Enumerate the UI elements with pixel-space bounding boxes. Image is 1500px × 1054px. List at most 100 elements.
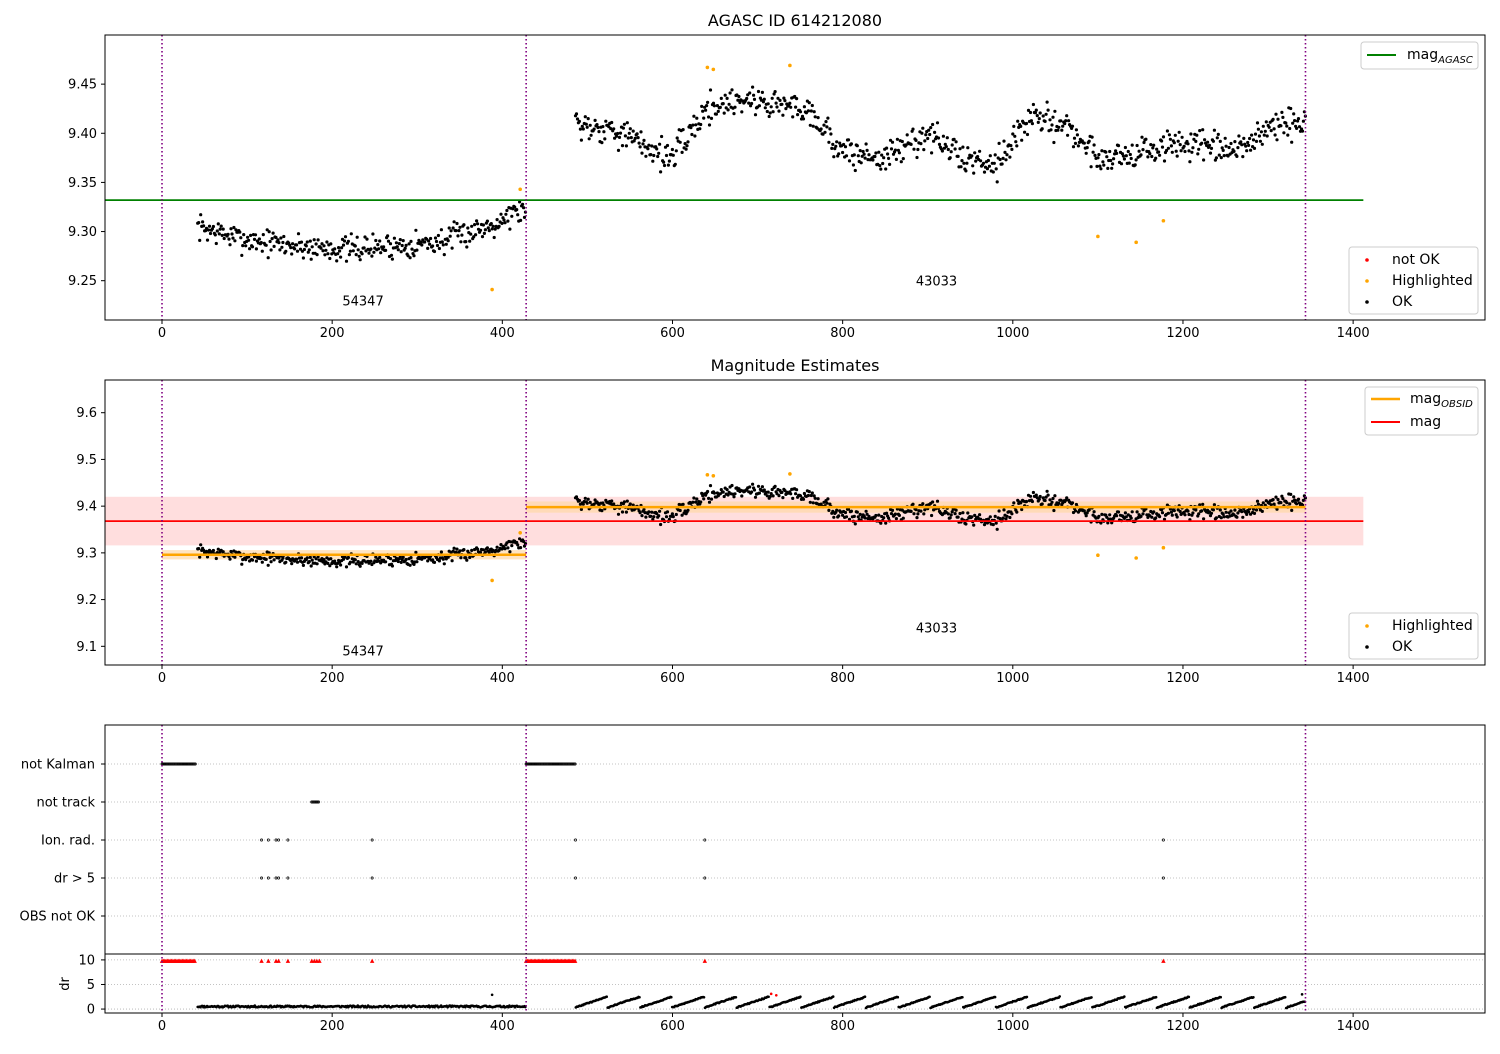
estimates-ok-point bbox=[692, 496, 696, 500]
agasc-ok-point bbox=[1114, 149, 1118, 153]
dr-saturated-marker bbox=[1161, 958, 1166, 963]
agasc-ok-point bbox=[976, 155, 980, 159]
agasc-ok-point bbox=[926, 136, 930, 141]
estimates-ok-point bbox=[879, 521, 883, 525]
agasc-ok-point bbox=[1263, 129, 1267, 133]
flags-xtick-label: 400 bbox=[490, 1019, 515, 1034]
agasc-ok-point bbox=[257, 237, 261, 241]
estimates-ok-point bbox=[228, 557, 232, 561]
agasc-ok-point bbox=[1215, 136, 1219, 140]
estimates-ok-point bbox=[1212, 503, 1216, 507]
estimates-ok-point bbox=[1279, 501, 1283, 505]
agasc-ok-point bbox=[371, 232, 375, 236]
agasc-ok-point bbox=[420, 243, 424, 247]
agasc-ok-point bbox=[958, 147, 962, 151]
agasc-ok-point bbox=[307, 248, 311, 252]
estimates-highlighted-point bbox=[518, 530, 522, 535]
estimates-ok-point bbox=[1028, 494, 1033, 498]
agasc-legend-highlighted: Highlighted bbox=[1392, 273, 1473, 289]
estimates-ok-point bbox=[1052, 508, 1056, 513]
flag-point bbox=[573, 762, 577, 766]
agasc-ok-point bbox=[452, 220, 456, 224]
estimates-ok-point bbox=[843, 510, 848, 515]
agasc-ok-point bbox=[706, 100, 710, 104]
estimates-ok-point bbox=[909, 509, 913, 513]
estimates-ok-point bbox=[1070, 501, 1075, 505]
agasc-ok-point bbox=[444, 242, 448, 246]
agasc-ok-point bbox=[1269, 129, 1273, 133]
agasc-ok-point bbox=[404, 243, 408, 247]
estimates-ok-point bbox=[1236, 511, 1240, 515]
agasc-ok-point bbox=[680, 150, 684, 154]
agasc-ok-point bbox=[574, 112, 579, 116]
estimates-legend-mag: mag bbox=[1410, 414, 1441, 430]
agasc-ok-point bbox=[692, 114, 696, 118]
agasc-ok-point bbox=[1135, 143, 1139, 148]
estimates-ok-point bbox=[1150, 515, 1154, 519]
agasc-ok-point bbox=[581, 127, 585, 131]
agasc-ok-point bbox=[806, 109, 811, 113]
agasc-ok-point bbox=[433, 236, 438, 240]
agasc-highlighted-point bbox=[1134, 240, 1138, 245]
estimates-ok-point bbox=[1130, 510, 1134, 514]
agasc-ok-point bbox=[931, 122, 935, 127]
agasc-ok-point bbox=[1262, 133, 1266, 137]
agasc-ok-point bbox=[518, 200, 522, 204]
agasc-ok-point bbox=[1273, 133, 1277, 137]
agasc-ok-point bbox=[837, 152, 841, 156]
agasc-ok-point bbox=[226, 232, 230, 236]
agasc-panel: AGASC ID 614212080 0 200 400 600 800 1000 1200… bbox=[68, 11, 1486, 341]
agasc-ok-point bbox=[1206, 140, 1210, 144]
agasc-ok-point bbox=[886, 152, 890, 156]
estimates-ok-point bbox=[640, 514, 644, 518]
agasc-legend-ok: OK bbox=[1392, 294, 1413, 310]
agasc-ok-point bbox=[621, 126, 626, 130]
dr-saturated-marker bbox=[702, 958, 708, 963]
agasc-ok-point bbox=[1161, 135, 1166, 139]
agasc-ok-point bbox=[365, 237, 369, 241]
estimates-ok-point bbox=[625, 499, 629, 503]
agasc-ok-point bbox=[953, 147, 957, 151]
estimates-ok-point bbox=[781, 496, 785, 500]
estimates-ok-point bbox=[708, 484, 713, 488]
estimates-ok-point bbox=[901, 516, 905, 520]
agasc-ok-point bbox=[249, 233, 253, 237]
agasc-ok-point bbox=[460, 233, 464, 237]
agasc-ok-point bbox=[616, 148, 621, 152]
agasc-ok-point bbox=[617, 135, 622, 139]
agasc-ok-point bbox=[1101, 160, 1105, 164]
agasc-ok-point bbox=[229, 227, 233, 231]
agasc-ok-point bbox=[1066, 133, 1070, 137]
estimates-ok-point bbox=[470, 548, 474, 553]
agasc-ok-point bbox=[457, 229, 461, 233]
estimates-ok-point bbox=[847, 517, 852, 521]
estimates-ok-point bbox=[290, 562, 294, 566]
estimates-ok-point bbox=[1296, 497, 1301, 501]
agasc-ok-point bbox=[1108, 149, 1112, 154]
estimates-ok-point bbox=[487, 550, 491, 555]
agasc-ok-point bbox=[812, 110, 816, 114]
agasc-ok-point bbox=[1216, 132, 1220, 136]
estimates-ok-point bbox=[1222, 515, 1226, 519]
agasc-ok-point bbox=[629, 136, 633, 140]
agasc-ok-point bbox=[408, 256, 412, 260]
agasc-ok-point bbox=[1207, 143, 1212, 147]
agasc-ok-point bbox=[1167, 133, 1171, 137]
estimates-ok-point bbox=[214, 556, 218, 561]
agasc-ok-point bbox=[823, 130, 827, 134]
estimates-ok-point bbox=[260, 560, 264, 564]
agasc-ok-point bbox=[409, 239, 413, 243]
agasc-ok-point bbox=[871, 158, 875, 162]
agasc-ok-point bbox=[678, 140, 682, 144]
estimates-ok-point bbox=[1129, 516, 1133, 520]
agasc-ok-point bbox=[965, 161, 969, 165]
agasc-ok-point bbox=[1016, 119, 1020, 123]
agasc-ok-point bbox=[254, 247, 258, 251]
flags-panel: not Kalman not track Ion. rad. dr > 5 OBS no… bbox=[20, 724, 1486, 1034]
agasc-ok-point bbox=[316, 238, 320, 242]
agasc-ok-point bbox=[773, 90, 777, 94]
agasc-ok-point bbox=[750, 101, 754, 106]
estimates-ok-point bbox=[277, 556, 281, 560]
agasc-ok-point bbox=[920, 131, 924, 135]
estimates-ok-point bbox=[1209, 511, 1214, 515]
